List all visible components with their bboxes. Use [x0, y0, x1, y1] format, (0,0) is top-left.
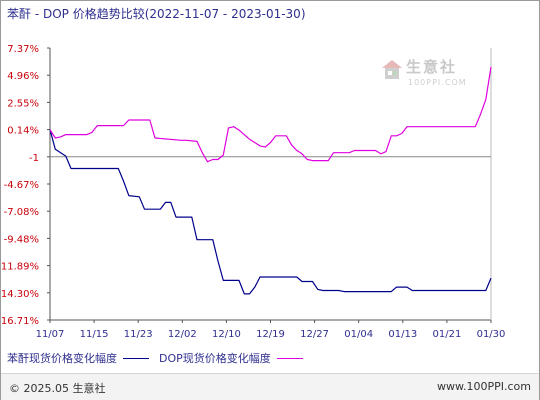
y-tick-label: -11.89%	[1, 262, 39, 273]
watermark-url: 100PPI.COM	[408, 78, 467, 87]
watermark-name: 生意社	[406, 58, 458, 76]
x-tick-label: 11/15	[80, 329, 109, 340]
y-tick-label: -14.30%	[1, 289, 39, 300]
watermark-logo: 生意社 100PPI.COM	[380, 56, 480, 96]
x-tick-label: 12/10	[212, 329, 241, 340]
y-tick-label: 7.37%	[7, 44, 39, 55]
y-tick-labels: 7.37% 4.96% 2.55% 0.14% -1 -4.67% -7.08% -9.48%…	[1, 44, 50, 327]
series-line-2	[49, 66, 492, 163]
footer: © 2025.05 生意社 www.100PPI.com	[1, 373, 539, 400]
y-tick-label: -7.08%	[4, 207, 39, 218]
x-tick-label: 01/13	[388, 329, 417, 340]
y-tick-label: -9.48%	[4, 234, 39, 245]
x-tick-label: 11/07	[36, 329, 65, 340]
y-tick-label: -4.67%	[4, 180, 39, 191]
x-tick-label: 01/30	[477, 329, 506, 340]
y-tick-label: -16.71%	[1, 316, 39, 327]
legend-swatch-series2	[276, 357, 303, 359]
x-tick-label: 12/02	[168, 329, 197, 340]
copyright: © 2025.05 生意社	[9, 382, 106, 395]
y-tick-label: -1	[29, 153, 39, 164]
y-tick-label: 4.96%	[7, 71, 39, 82]
y-tick-label: 2.55%	[7, 98, 39, 109]
x-tick-label: 12/27	[300, 329, 329, 340]
x-tick-label: 01/04	[344, 329, 373, 340]
x-tick-label: 11/23	[124, 329, 153, 340]
chart-title: 苯酐 - DOP 价格趋势比较(2022-11-07 - 2023-01-30)	[7, 7, 306, 21]
chart-series	[49, 66, 492, 295]
series-line-1	[49, 129, 492, 295]
legend-swatch-series1	[123, 357, 149, 359]
house-icon	[382, 60, 402, 79]
price-trend-chart: 7.37% 4.96% 2.55% 0.14% -1 -4.67% -7.08% -9.48%…	[1, 44, 506, 340]
legend-label-series1: 苯酐现货价格变化幅度	[7, 352, 117, 365]
legend: 苯酐现货价格变化幅度 DOP现货价格变化幅度	[7, 350, 313, 366]
x-tick-labels: 11/07 11/15 11/23 12/02 12/10 12/19 12/27 01/04…	[36, 320, 506, 340]
legend-label-series2: DOP现货价格变化幅度	[159, 352, 271, 365]
site-url[interactable]: www.100PPI.com	[437, 380, 531, 393]
x-tick-label: 12/19	[256, 329, 285, 340]
x-tick-label: 01/21	[432, 329, 461, 340]
y-tick-label: 0.14%	[7, 126, 39, 137]
